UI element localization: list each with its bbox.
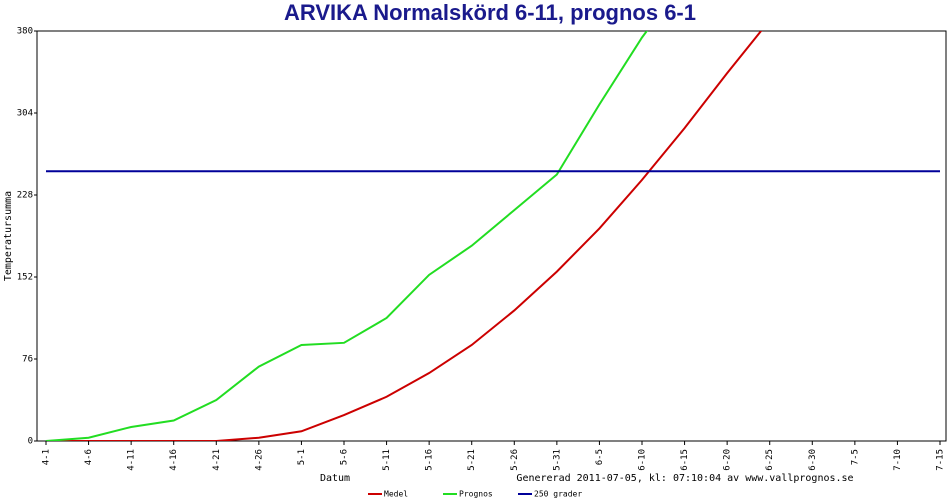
x-tick-label: 6-30 xyxy=(808,449,818,471)
x-tick-label: 7-5 xyxy=(850,449,860,465)
x-tick-label: 6-25 xyxy=(765,449,775,471)
x-tick-label: 4-11 xyxy=(127,449,137,471)
x-tick-label: 7-10 xyxy=(893,449,903,471)
y-tick-label: 152 xyxy=(17,273,33,283)
x-tick-label: 5-6 xyxy=(340,449,350,465)
x-tick-label: 4-6 xyxy=(84,449,94,465)
y-tick-label: 0 xyxy=(28,437,33,447)
x-tick-label: 5-1 xyxy=(297,449,307,465)
x-tick-label: 6-10 xyxy=(638,449,648,471)
x-tick-label: 5-21 xyxy=(467,449,477,471)
x-axis-label: Datum xyxy=(320,473,350,484)
x-tick-label: 4-26 xyxy=(254,449,264,471)
x-tick-label: 4-1 xyxy=(42,449,52,465)
plot-frame xyxy=(36,30,947,442)
x-tick-label: 6-15 xyxy=(680,449,690,471)
x-tick-label: 7-15 xyxy=(936,449,946,471)
y-tick-label: 228 xyxy=(17,191,33,201)
footer: Genererad 2011-07-05, kl: 07:10:04 av ww… xyxy=(516,473,853,484)
x-tick-label: 6-5 xyxy=(595,449,605,465)
legend-label: 250 grader xyxy=(534,490,582,499)
plot-lines xyxy=(45,31,940,441)
series-line xyxy=(45,31,649,441)
y-tick-label: 76 xyxy=(22,355,33,365)
x-tick-label: 6-20 xyxy=(723,449,733,471)
series-line xyxy=(46,31,763,441)
y-tick-label: 380 xyxy=(17,27,33,37)
legend-label: Medel xyxy=(384,490,408,499)
y-tick-label: 304 xyxy=(17,109,33,119)
x-tick-label: 4-16 xyxy=(169,449,179,471)
chart-title: ARVIKA Normalskörd 6-11, prognos 6-1 xyxy=(284,0,696,25)
x-tick-label: 5-11 xyxy=(382,449,392,471)
x-tick-label: 5-31 xyxy=(552,449,562,471)
legend-label: Prognos xyxy=(459,490,493,499)
y-axis-label: Temperatursumma xyxy=(3,191,14,281)
x-tick-label: 5-26 xyxy=(510,449,520,471)
x-tick-label: 4-21 xyxy=(212,449,222,471)
x-tick-label: 5-16 xyxy=(425,449,435,471)
